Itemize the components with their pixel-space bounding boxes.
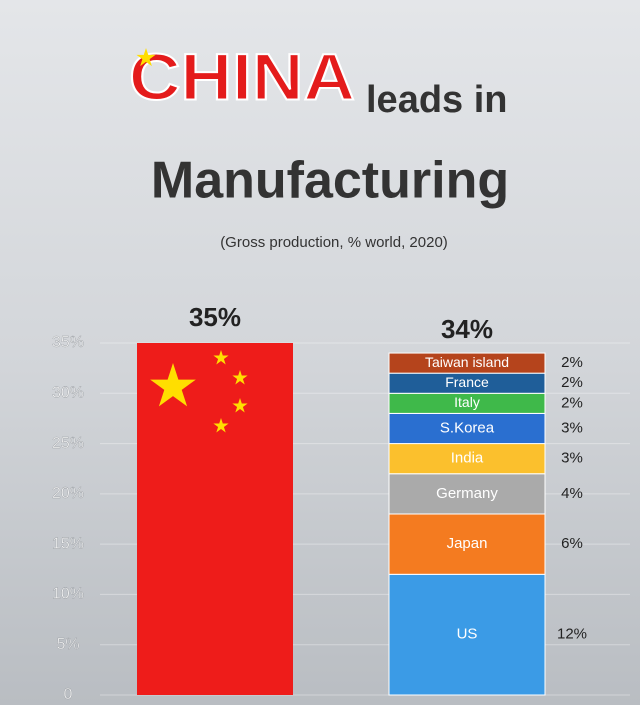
value-label: 3% (561, 419, 583, 436)
title-rest: leads in (366, 79, 508, 121)
total-label: 34% (441, 314, 493, 344)
bar-segment (388, 443, 546, 475)
marks: 35% US 12% Japan 6% Germany 4% India 3% S.Korea 3%… (137, 302, 587, 696)
title-main: Manufacturing (151, 152, 509, 210)
title-china: CHINA (129, 39, 355, 113)
y-tick-label: 15% (52, 535, 84, 552)
y-tick-label: 30% (52, 385, 84, 402)
value-label: 2% (561, 374, 583, 391)
value-label: 3% (561, 450, 583, 467)
y-tick-label: 5% (56, 636, 79, 653)
value-label: 35% (189, 302, 241, 332)
segment-name: Germany (436, 485, 498, 502)
y-tick-label: 25% (52, 435, 84, 452)
segment-name: Taiwan island (425, 354, 509, 370)
segment-name: Italy (454, 394, 480, 410)
segment-name: France (445, 374, 489, 390)
value-label: 12% (557, 626, 587, 643)
value-label: 2% (561, 354, 583, 371)
y-tick-label: 0 (64, 686, 73, 703)
subtitle: (Gross production, % world, 2020) (220, 234, 448, 251)
value-label: 4% (561, 485, 583, 502)
segment-name: US (457, 626, 478, 643)
value-label: 2% (561, 394, 583, 411)
bar-segment (388, 412, 546, 445)
value-label: 6% (561, 535, 583, 552)
y-tick-label: 35% (52, 334, 84, 351)
bar (137, 343, 293, 695)
bar-segment (388, 513, 546, 575)
segment-name: S.Korea (440, 419, 495, 436)
segment-name: Japan (447, 535, 488, 552)
y-tick-label: 20% (52, 485, 84, 502)
segment-name: India (451, 450, 484, 467)
bar-segment (388, 352, 546, 374)
y-tick-label: 10% (52, 586, 84, 603)
